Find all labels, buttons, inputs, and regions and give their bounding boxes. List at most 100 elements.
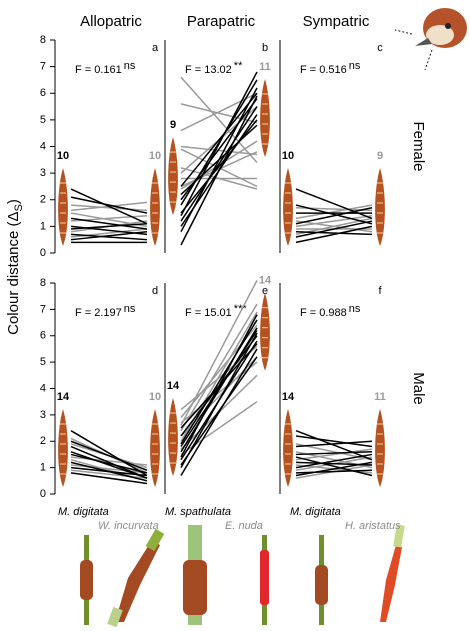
n-left: 14 xyxy=(282,391,295,403)
slope-line xyxy=(70,430,148,477)
slope-line xyxy=(70,453,148,474)
right-icon xyxy=(150,168,160,246)
y-tick-label: 4 xyxy=(40,382,46,394)
slope-line xyxy=(180,319,258,445)
slope-line xyxy=(180,124,258,195)
n-right: 14 xyxy=(259,275,272,287)
slope-line xyxy=(70,188,148,225)
slope-line xyxy=(70,456,148,466)
column-title: Allopatric xyxy=(80,13,142,30)
y-tick-label: 6 xyxy=(40,330,46,342)
panel-letter: f xyxy=(378,285,382,297)
slope-line xyxy=(295,429,373,461)
left-icon xyxy=(283,168,293,246)
y-tick-label: 7 xyxy=(40,303,46,315)
y-tick-label: 2 xyxy=(40,435,46,447)
n-left: 9 xyxy=(170,119,176,131)
column-title: Parapatric xyxy=(187,13,256,30)
slope-line xyxy=(180,356,258,466)
row-label: Male xyxy=(410,372,427,405)
slope-line xyxy=(295,469,373,474)
slope-line xyxy=(295,220,373,233)
right-icon xyxy=(150,409,160,487)
species-label: M. spathulata xyxy=(165,506,231,518)
n-right: 10 xyxy=(149,150,161,162)
species-label: M. digitata xyxy=(290,506,341,518)
panel-letter: e xyxy=(262,285,268,297)
left-icon xyxy=(168,137,178,216)
n-left: 10 xyxy=(282,150,294,162)
panel-letter: d xyxy=(152,285,158,297)
left-icon xyxy=(283,409,293,487)
slope-line xyxy=(180,71,258,217)
f-statistic: F = 0.988 xyxy=(300,307,347,319)
right-icon xyxy=(260,79,270,158)
y-tick-label: 8 xyxy=(40,34,46,46)
slope-line xyxy=(70,217,148,230)
plant-illustrations xyxy=(80,524,405,628)
y-tick-label: 5 xyxy=(40,114,46,126)
y-tick-label: 3 xyxy=(40,409,46,421)
slope-line xyxy=(180,106,258,222)
left-icon xyxy=(58,409,68,487)
y-axis-label: Colour distance (ΔS) xyxy=(5,199,25,335)
y-tick-label: 1 xyxy=(40,462,46,474)
panel-letter: a xyxy=(152,42,159,54)
slope-line xyxy=(180,348,258,476)
slope-line xyxy=(70,204,148,212)
slope-line xyxy=(70,233,148,241)
significance: ** xyxy=(234,60,243,72)
species-label: E. nuda xyxy=(225,520,263,532)
slope-line xyxy=(70,472,148,485)
slope-line xyxy=(180,76,258,163)
right-icon xyxy=(375,409,385,487)
slope-line xyxy=(70,445,148,479)
slope-line xyxy=(295,207,373,225)
y-label-part: ) xyxy=(5,199,22,204)
panel-letter: b xyxy=(262,42,268,54)
slope-line xyxy=(70,225,148,236)
slope-line xyxy=(295,451,373,456)
significance: ns xyxy=(124,303,136,315)
slope-line xyxy=(180,330,258,447)
y-label-part: Colour distance (Δ xyxy=(5,211,22,334)
slope-line xyxy=(295,220,373,238)
n-right: 10 xyxy=(149,391,161,403)
y-tick-label: 4 xyxy=(40,140,46,152)
y-tick-label: 7 xyxy=(40,61,46,73)
y-tick-label: 5 xyxy=(40,356,46,368)
slope-line xyxy=(295,448,373,461)
slope-line xyxy=(295,204,373,225)
left-icon xyxy=(168,398,178,477)
n-left: 14 xyxy=(57,391,70,403)
n-right: 11 xyxy=(259,61,271,73)
right-icon xyxy=(260,292,270,371)
f-statistic: F = 0.161 xyxy=(75,64,122,76)
y-tick-label: 0 xyxy=(40,247,46,259)
row-label: Female xyxy=(410,121,427,171)
slope-line xyxy=(180,145,258,156)
slope-line xyxy=(295,435,373,448)
right-icon xyxy=(375,168,385,246)
slope-line xyxy=(180,340,258,461)
left-icon xyxy=(58,168,68,246)
f-statistic: F = 13.02 xyxy=(185,64,232,76)
slope-line xyxy=(180,303,258,432)
slope-line xyxy=(295,230,373,236)
slope-line xyxy=(180,119,258,214)
slope-line xyxy=(70,196,148,214)
slope-line xyxy=(70,440,148,471)
y-tick-label: 8 xyxy=(40,277,46,289)
panel-letter: c xyxy=(377,42,383,54)
slope-line xyxy=(180,92,258,187)
slope-line xyxy=(295,225,373,244)
y-tick-label: 0 xyxy=(40,488,46,500)
slope-line xyxy=(295,204,373,220)
species-label: M. digitata xyxy=(58,506,109,518)
species-label: H. aristatus xyxy=(345,520,401,532)
significance: ns xyxy=(349,303,361,315)
y-tick-label: 3 xyxy=(40,167,46,179)
slope-line xyxy=(180,361,258,424)
y-tick-label: 2 xyxy=(40,194,46,206)
